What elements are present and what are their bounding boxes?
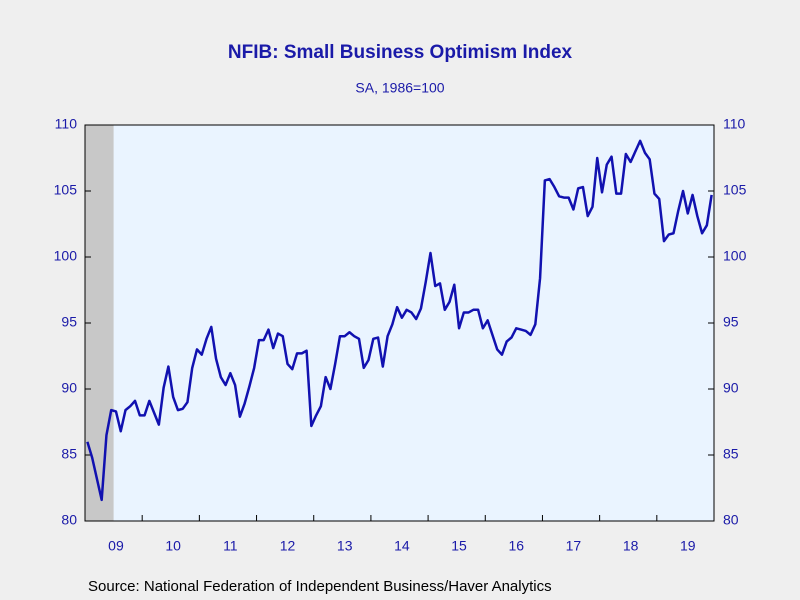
chart-title: NFIB: Small Business Optimism Index — [228, 42, 573, 63]
source-note: Source: National Federation of Independe… — [88, 578, 552, 595]
y2-tick-label: 85 — [723, 446, 739, 462]
x-tick-label: 11 — [223, 538, 238, 554]
x-tick-label: 10 — [165, 538, 181, 554]
y-tick-label: 110 — [55, 116, 78, 132]
x-tick-label: 18 — [623, 538, 639, 554]
y2-tick-label: 105 — [723, 182, 747, 198]
y2-tick-label: 95 — [723, 314, 739, 330]
x-tick-label: 09 — [108, 538, 124, 554]
x-tick-label: 16 — [508, 538, 524, 554]
y-tick-label: 90 — [61, 380, 77, 396]
y-tick-label: 95 — [61, 314, 77, 330]
y-tick-label: 80 — [61, 512, 77, 528]
data-line — [86, 139, 713, 502]
x-tick-label: 15 — [451, 538, 467, 554]
y-tick-label: 85 — [61, 446, 77, 462]
plot-area — [85, 125, 714, 521]
y2-tick-label: 80 — [723, 512, 739, 528]
y-tick-label: 100 — [54, 248, 78, 264]
y2-tick-label: 100 — [723, 248, 747, 264]
y-tick-label: 105 — [54, 182, 78, 198]
y2-tick-label: 90 — [723, 380, 739, 396]
chart-subtitle: SA, 1986=100 — [355, 80, 444, 96]
y2-tick-label: 110 — [723, 116, 746, 132]
x-tick-label: 14 — [394, 538, 410, 554]
x-tick-label: 19 — [680, 538, 696, 554]
x-tick-label: 12 — [280, 538, 296, 554]
x-tick-label: 17 — [566, 538, 582, 554]
x-tick-label: 13 — [337, 538, 353, 554]
